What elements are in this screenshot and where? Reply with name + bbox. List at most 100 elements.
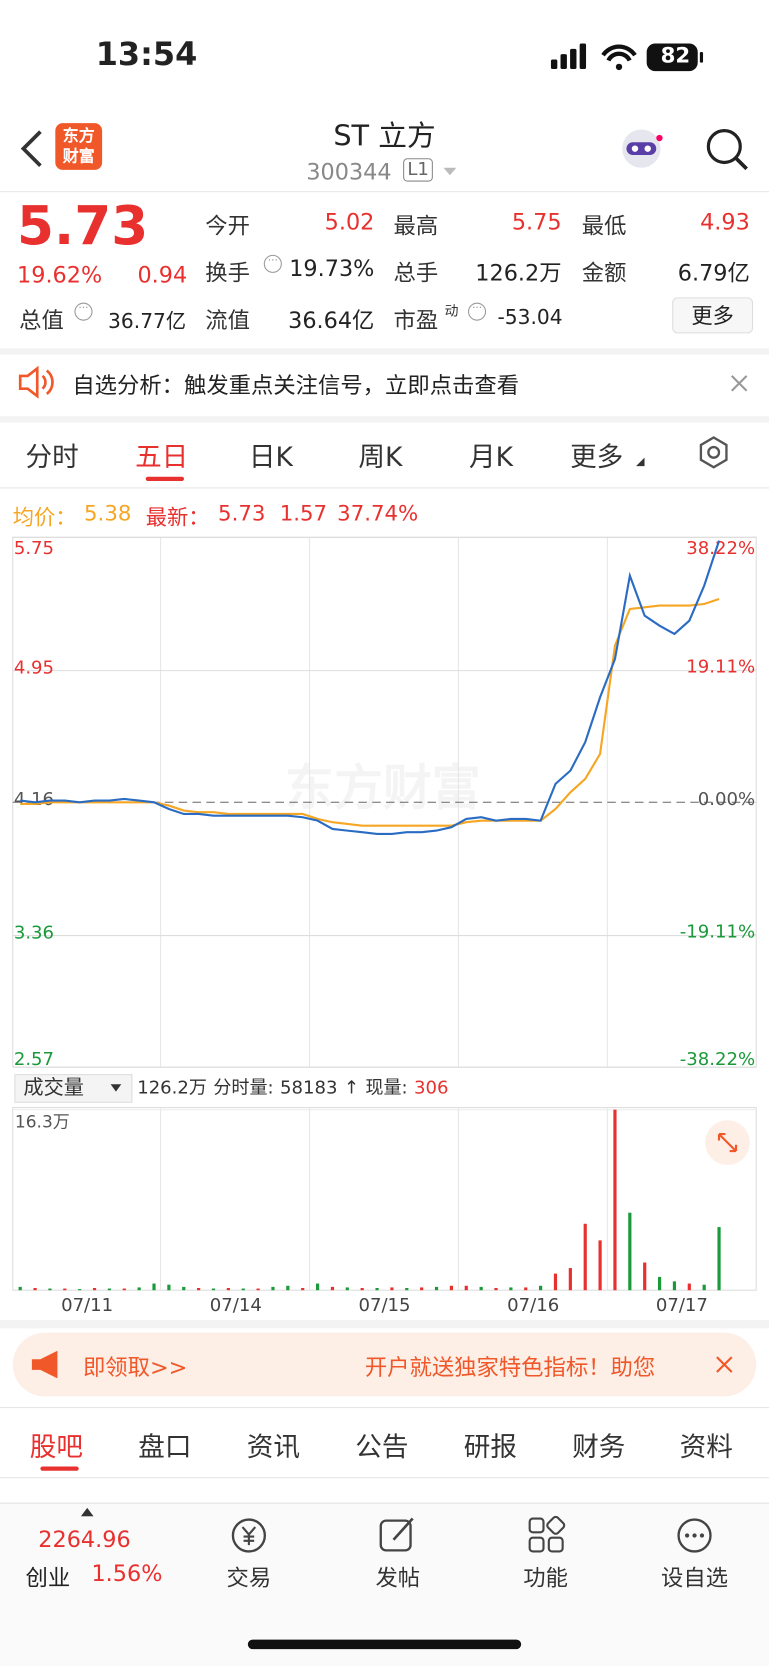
field-label: 最低 — [581, 213, 627, 239]
tab[interactable]: 周K — [358, 441, 403, 473]
tab-underline — [145, 476, 185, 482]
speaker-icon — [18, 365, 54, 399]
more-button[interactable]: 更多 — [672, 297, 754, 334]
watchlist-icon — [677, 1518, 712, 1553]
volume-bar — [345, 1287, 349, 1291]
nav-item[interactable]: 功能 — [523, 1565, 568, 1591]
volume-info: 58183 — [280, 1077, 337, 1098]
volume-bar — [509, 1287, 513, 1291]
tab[interactable]: 资讯 — [246, 1431, 300, 1463]
status-icons — [550, 43, 704, 72]
volume-bar — [657, 1276, 662, 1291]
tab[interactable]: 日K — [248, 441, 293, 473]
tab[interactable]: 公告 — [355, 1431, 409, 1463]
tab[interactable]: 分时 — [25, 441, 79, 473]
banner-text[interactable]: 即领取>> — [82, 1354, 188, 1381]
field-label: 总手 — [393, 260, 439, 286]
change-pct: 19.62% — [17, 262, 103, 288]
tab-active[interactable]: 股吧 — [29, 1431, 83, 1463]
info-icon[interactable]: ··· — [467, 302, 487, 321]
volume-bar — [167, 1284, 171, 1291]
field-label: 今开 — [205, 213, 250, 239]
y2-tick-label: -19.11% — [680, 922, 755, 943]
search-icon[interactable] — [702, 125, 751, 174]
volume-bar — [539, 1285, 543, 1291]
tab-active[interactable]: 五日 — [135, 441, 189, 473]
stock-name: ST 立方 — [333, 119, 436, 153]
robot-icon[interactable] — [617, 125, 666, 174]
nav-item[interactable]: 发帖 — [375, 1565, 421, 1591]
volume-bar — [315, 1283, 320, 1291]
logo-text: 财富 — [62, 146, 95, 166]
dropdown[interactable] — [442, 167, 457, 178]
latest-change-pct: 37.74% — [337, 500, 419, 526]
tab[interactable]: 盘口 — [138, 1431, 192, 1463]
nav-item[interactable]: 交易 — [226, 1565, 272, 1591]
field-label: 流值 — [205, 307, 250, 334]
settings-icon[interactable] — [697, 435, 731, 469]
field-value: 126.2万 — [475, 260, 562, 286]
function-icon — [528, 1515, 566, 1553]
tab[interactable]: 更多 — [570, 441, 624, 473]
volume-info: ↑ — [344, 1077, 359, 1098]
volume-bar — [211, 1288, 216, 1291]
back-button[interactable] — [17, 127, 47, 169]
volume-bar — [33, 1287, 37, 1291]
volume-info: 126.2万 — [137, 1077, 207, 1098]
y2-tick-label: 19.11% — [686, 657, 755, 678]
close-icon[interactable] — [730, 374, 749, 393]
volume-bar — [702, 1284, 706, 1291]
dropdown — [636, 457, 645, 467]
bottom-nav — [0, 1502, 769, 1666]
close-icon[interactable] — [716, 1356, 733, 1373]
volume-bar — [449, 1285, 453, 1291]
volume-bar — [464, 1285, 468, 1291]
y-tick-label: 4.16 — [14, 789, 54, 810]
volume-bar — [613, 1109, 617, 1291]
volume-selector[interactable] — [14, 1074, 133, 1103]
field-sup: 动 — [444, 303, 459, 320]
volume-bar — [583, 1223, 587, 1291]
avg-label: 均价： — [12, 504, 77, 530]
field-value: -53.04 — [497, 305, 563, 330]
latest-change: 1.57 — [279, 500, 328, 526]
y-tick-label: 2.57 — [14, 1049, 54, 1070]
field-label: 最高 — [393, 213, 439, 239]
info-icon[interactable]: ··· — [74, 302, 93, 321]
field-value: 5.02 — [324, 209, 375, 235]
field-value: 19.73% — [289, 255, 375, 282]
logo: 东方 财富 — [55, 123, 103, 170]
dropdown — [110, 1084, 122, 1092]
tab[interactable]: 资料 — [679, 1431, 733, 1463]
volume-info: 分时量: — [213, 1077, 273, 1098]
day-separators — [160, 537, 608, 1291]
banner-text[interactable]: 开户就送独家特色指标！助您 — [364, 1354, 656, 1381]
volume-bar — [152, 1283, 156, 1291]
notice-text[interactable]: 自选分析：触发重点关注信号，立即点击查看 — [72, 372, 520, 399]
tab[interactable]: 月K — [469, 441, 514, 473]
nav-item[interactable]: 设自选 — [661, 1565, 729, 1591]
field-value: 36.64亿 — [288, 307, 375, 334]
info-icon[interactable]: ··· — [263, 254, 282, 273]
banner[interactable] — [12, 1332, 757, 1397]
volume-bar — [687, 1283, 691, 1291]
volume-bar — [479, 1286, 483, 1291]
y-tick-label: 3.36 — [14, 922, 54, 943]
x-tick-label: 07/11 — [61, 1295, 113, 1316]
latest-value: 5.73 — [218, 500, 266, 526]
volume-bar — [717, 1227, 721, 1291]
tab[interactable]: 财务 — [572, 1431, 626, 1463]
home-indicator — [247, 1639, 522, 1650]
latest-label: 最新： — [145, 504, 210, 530]
field-label: 市盈 — [393, 307, 439, 334]
chart: 东方财富 5.75 4.95 4.16 3.36 2.57 38.22% 19.11% 0.0… — [12, 536, 757, 1316]
index-pct: 1.56% — [91, 1560, 163, 1587]
tab[interactable]: 研报 — [463, 1431, 517, 1463]
change: 0.94 — [137, 262, 188, 288]
tab-underline — [40, 1466, 79, 1471]
y2-tick-label: 0.00% — [698, 789, 755, 810]
volume-bar — [226, 1287, 230, 1291]
volume-bar — [628, 1212, 632, 1291]
level-badge[interactable]: L1 — [403, 158, 434, 182]
